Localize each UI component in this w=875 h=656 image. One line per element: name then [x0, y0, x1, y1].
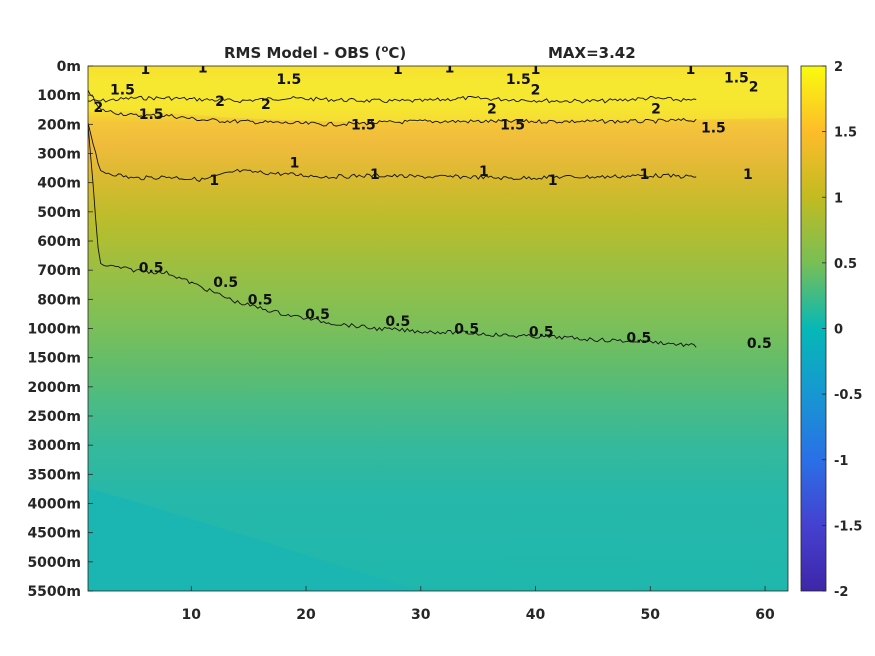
- contour-label: 1: [686, 62, 696, 78]
- heatmap-field: [88, 66, 788, 591]
- y-tick-label: 3000m: [27, 438, 81, 454]
- contour-label: 2: [215, 94, 225, 110]
- contour-label: 1: [393, 62, 403, 78]
- y-tick-label: 3500m: [27, 467, 81, 483]
- y-tick-label: 0m: [57, 59, 81, 75]
- contour-label: 1.5: [500, 117, 525, 133]
- x-tick-label: 50: [641, 607, 661, 623]
- colorbar-tick-label: -1.5: [834, 519, 862, 534]
- contour-label: 1: [531, 62, 541, 78]
- y-tick-label: 5000m: [27, 555, 81, 571]
- contour-label: 0.5: [626, 330, 651, 346]
- y-tick-label: 800m: [37, 292, 81, 308]
- contour-label: 1: [445, 60, 455, 76]
- contour-label: 0.5: [139, 260, 164, 276]
- contour-label: 0.5: [385, 314, 410, 330]
- colorbar-tick-label: -0.5: [834, 388, 862, 403]
- contour-label: 1: [141, 62, 151, 78]
- contour-label: 1.5: [701, 120, 726, 136]
- contour-line-1-5: [88, 89, 697, 127]
- contour-label: 2: [261, 97, 271, 113]
- y-tick-label: 300m: [37, 147, 81, 163]
- contour-line-1: [88, 122, 697, 182]
- x-tick-label: 30: [411, 607, 431, 623]
- contour-label: 1.5: [139, 107, 164, 123]
- contour-label: 1: [290, 155, 300, 171]
- contour-label: 0.5: [454, 322, 479, 338]
- contour-label: 1.5: [110, 82, 135, 98]
- contour-label: 0.5: [529, 324, 554, 340]
- max-label: MAX=3.42: [548, 44, 636, 62]
- contour-label: 1: [479, 164, 489, 180]
- contour-label: 2: [93, 100, 103, 116]
- deep-band: [88, 488, 420, 591]
- contour-layer: [88, 89, 697, 348]
- contour-label: 1: [743, 167, 753, 183]
- contour-label: 1: [640, 167, 650, 183]
- y-tick-label: 2500m: [27, 409, 81, 425]
- contour-label: 1: [370, 167, 380, 183]
- x-tick-label: 10: [182, 607, 202, 623]
- contour-line-2: [88, 95, 697, 104]
- colorbar-tick-label: -1: [834, 454, 848, 469]
- y-tick-label: 4500m: [27, 526, 81, 542]
- contour-line-0-5: [88, 124, 697, 348]
- x-axis: 10 20 30 40 50 60: [182, 586, 775, 623]
- colorbar-tick-label: 2: [834, 60, 843, 75]
- contour-label: 2: [749, 79, 759, 95]
- contour-label: 0.5: [248, 292, 273, 308]
- contour-label: 2: [651, 101, 661, 117]
- y-tick-label: 5500m: [27, 584, 81, 600]
- contour-label: 1.5: [724, 71, 749, 87]
- contour-label: 0.5: [305, 307, 330, 323]
- contour-label: 2: [531, 82, 541, 98]
- contour-label: 2: [487, 101, 497, 117]
- y-tick-label: 400m: [37, 176, 81, 192]
- contour-label: 1.5: [276, 72, 301, 88]
- x-tick-label: 60: [755, 607, 775, 623]
- contour-label: 0.5: [213, 275, 238, 291]
- colorbar-tick-label: 0: [834, 323, 843, 338]
- contour-label: 1.5: [506, 72, 531, 88]
- y-tick-label: 700m: [37, 263, 81, 279]
- colorbar-tick-label: -2: [834, 585, 848, 600]
- x-tick-label: 20: [296, 607, 316, 623]
- y-tick-label: 600m: [37, 234, 81, 250]
- y-tick-label: 1500m: [27, 351, 81, 367]
- surface-band: [88, 66, 788, 122]
- contour-label: 1: [548, 173, 558, 189]
- y-tick-label: 4000m: [27, 497, 81, 513]
- y-tick-label: 200m: [37, 117, 81, 133]
- y-tick-label: 1000m: [27, 322, 81, 338]
- colorbar-ticks: 2 1.5 1 0.5 0 -0.5 -1 -1.5 -2: [822, 60, 862, 600]
- y-axis: 0m 100m 200m 300m 400m 500m 600m 700m 800m 1000m 1…: [27, 59, 93, 600]
- colorbar-tick-label: 0.5: [834, 257, 857, 272]
- contour-label: 1: [209, 173, 219, 189]
- chart-title: RMS Model - OBS (oC): [224, 44, 406, 62]
- colorbar-tick-label: 1: [834, 191, 843, 206]
- y-tick-label: 500m: [37, 205, 81, 221]
- x-tick-label: 40: [526, 607, 546, 623]
- contour-label: 0.5: [747, 336, 772, 352]
- colorbar-tick-label: 1.5: [834, 126, 857, 141]
- y-tick-label: 100m: [37, 88, 81, 104]
- contour-label: 1: [198, 60, 208, 76]
- contour-label: 1.5: [351, 117, 376, 133]
- y-tick-label: 2000m: [27, 380, 81, 396]
